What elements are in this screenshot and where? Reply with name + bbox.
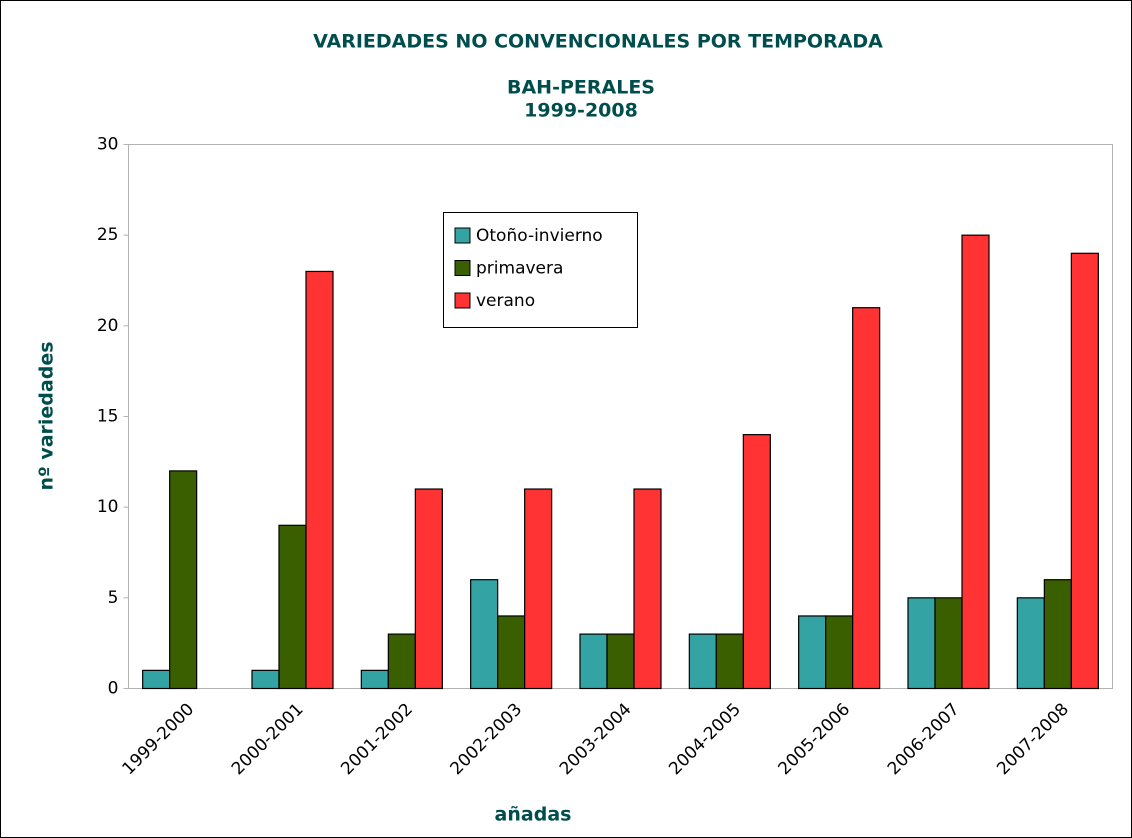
bar	[1043, 579, 1072, 690]
bar	[278, 524, 307, 690]
bar	[907, 597, 936, 690]
bar	[961, 234, 990, 690]
chart-title: VARIEDADES NO CONVENCIONALES POR TEMPORA…	[313, 31, 883, 53]
chart-subtitle: 1999-2008	[524, 100, 638, 122]
bar	[414, 488, 443, 690]
y-tick-label: 10	[97, 497, 119, 517]
bar	[470, 579, 499, 690]
bar	[524, 488, 553, 690]
bar	[688, 633, 717, 690]
legend-label: verano	[476, 291, 535, 311]
y-tick-label: 30	[97, 135, 119, 155]
bar	[305, 270, 334, 690]
y-tick-label: 25	[97, 225, 119, 245]
bar	[579, 633, 608, 690]
bar	[251, 669, 280, 690]
legend	[443, 212, 638, 328]
bar	[742, 434, 771, 690]
y-tick-label: 0	[108, 679, 119, 699]
y-tick-label: 20	[97, 316, 119, 336]
bar	[360, 669, 389, 690]
bar	[852, 307, 881, 690]
legend-swatch	[454, 260, 471, 276]
legend-swatch	[454, 227, 471, 244]
bar	[1016, 597, 1045, 690]
bar	[169, 470, 198, 690]
bar	[142, 669, 171, 690]
legend-label: primavera	[476, 259, 563, 279]
bar	[387, 633, 416, 690]
bar	[715, 633, 744, 690]
bar	[798, 615, 827, 690]
y-tick-label: 5	[108, 588, 119, 608]
legend-swatch	[454, 292, 471, 309]
bar	[606, 633, 635, 690]
bar	[497, 615, 526, 690]
y-axis-label: nº variedades	[36, 341, 58, 490]
legend-label: Otoño-invierno	[476, 226, 603, 246]
bar	[825, 615, 854, 690]
y-tick-label: 15	[97, 407, 119, 427]
bar	[934, 597, 963, 690]
bar	[1070, 252, 1099, 690]
x-axis-label: añadas	[495, 804, 572, 826]
bar	[633, 488, 662, 690]
chart-subtitle: BAH-PERALES	[507, 77, 655, 99]
